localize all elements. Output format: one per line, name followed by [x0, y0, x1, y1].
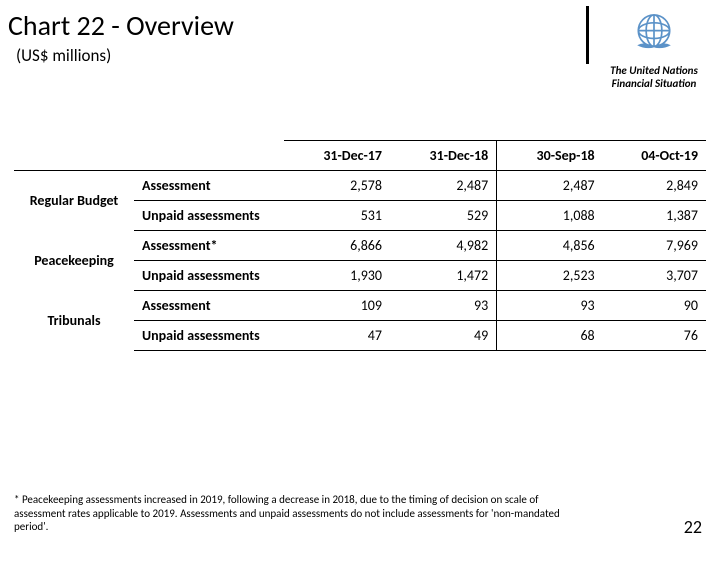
org-line1: The United Nations — [610, 64, 698, 77]
col-header: 04-Oct-19 — [603, 141, 706, 171]
row-label: Assessment* — [134, 231, 284, 261]
table-cell: 2,487 — [390, 171, 497, 201]
table-cell: 2,849 — [603, 171, 706, 201]
table-cell: 1,387 — [603, 201, 706, 231]
overview-table-wrap: 31-Dec-17 31-Dec-18 30-Sep-18 04-Oct-19 … — [14, 140, 706, 351]
un-logo-icon — [624, 6, 684, 62]
table-cell: 109 — [284, 291, 390, 321]
row-label: Assessment — [134, 291, 284, 321]
table-cell: 49 — [390, 321, 497, 351]
header-divider — [586, 6, 589, 64]
col-header: 31-Dec-18 — [390, 141, 497, 171]
row-label: Assessment — [134, 171, 284, 201]
table-cell: 4,856 — [497, 231, 603, 261]
row-label: Unpaid assessments — [134, 261, 284, 291]
category-label: Regular Budget — [14, 171, 134, 231]
table-cell: 2,523 — [497, 261, 603, 291]
header-right-block: The United Nations Financial Situation — [594, 6, 714, 90]
table-cell: 6,866 — [284, 231, 390, 261]
page-number: 22 — [684, 516, 702, 538]
table-cell: 1,472 — [390, 261, 497, 291]
table-cell: 68 — [497, 321, 603, 351]
table-row: PeacekeepingAssessment*6,8664,9824,8567,… — [14, 231, 706, 261]
table-cell: 93 — [497, 291, 603, 321]
table-cell: 93 — [390, 291, 497, 321]
table-cell: 76 — [603, 321, 706, 351]
org-line2: Financial Situation — [612, 77, 697, 90]
table-cell: 4,982 — [390, 231, 497, 261]
row-label: Unpaid assessments — [134, 321, 284, 351]
col-header: 30-Sep-18 — [497, 141, 603, 171]
table-cell: 3,707 — [603, 261, 706, 291]
table-row: TribunalsAssessment109939390 — [14, 291, 706, 321]
table-cell: 2,487 — [497, 171, 603, 201]
category-label: Peacekeeping — [14, 231, 134, 291]
table-row: Regular BudgetAssessment2,5782,4872,4872… — [14, 171, 706, 201]
col-header: 31-Dec-17 — [284, 141, 390, 171]
footnote-text: * Peacekeeping assessments increased in … — [14, 493, 574, 534]
overview-table: 31-Dec-17 31-Dec-18 30-Sep-18 04-Oct-19 … — [14, 140, 706, 351]
category-label: Tribunals — [14, 291, 134, 351]
table-cell: 7,969 — [603, 231, 706, 261]
table-cell: 47 — [284, 321, 390, 351]
table-cell: 2,578 — [284, 171, 390, 201]
table-cell: 90 — [603, 291, 706, 321]
table-cell: 1,088 — [497, 201, 603, 231]
table-cell: 1,930 — [284, 261, 390, 291]
table-cell: 531 — [284, 201, 390, 231]
row-label: Unpaid assessments — [134, 201, 284, 231]
table-cell: 529 — [390, 201, 497, 231]
org-subtitle: The United Nations Financial Situation — [594, 64, 714, 90]
table-header-row: 31-Dec-17 31-Dec-18 30-Sep-18 04-Oct-19 — [14, 141, 706, 171]
